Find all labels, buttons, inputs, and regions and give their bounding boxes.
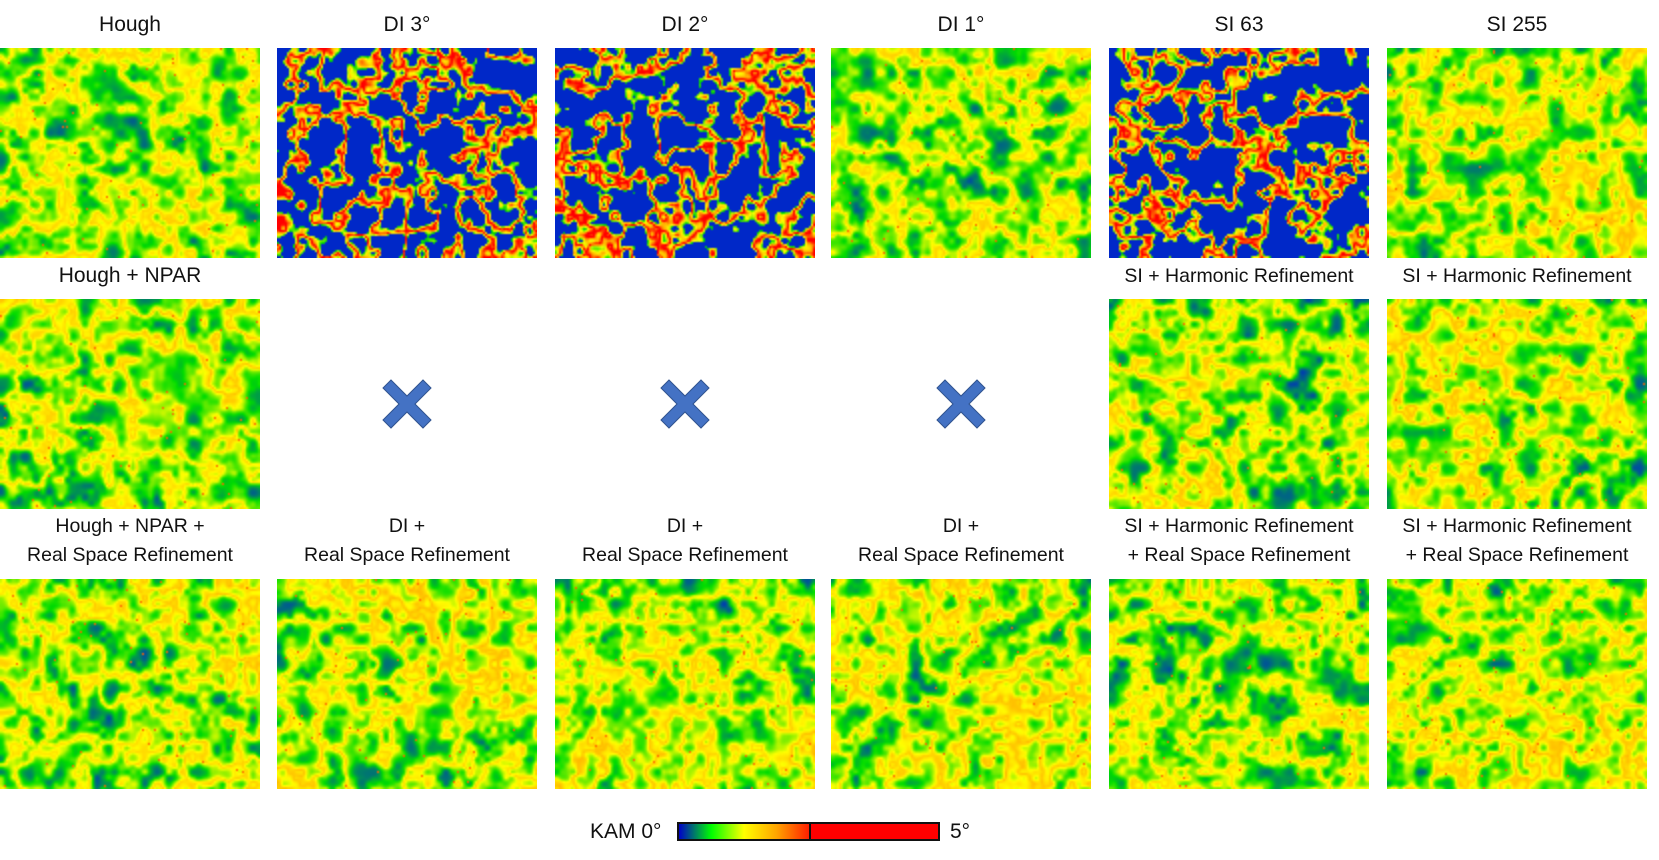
row3-label: DI + [942, 515, 980, 537]
kam-map [1109, 299, 1369, 509]
kam-map [277, 48, 537, 258]
row3-label: Real Space Refinement [582, 544, 788, 566]
column-title: DI 3° [383, 13, 431, 36]
kam-colorbar [677, 822, 940, 841]
row3-label: Real Space Refinement [858, 544, 1064, 566]
column-title: SI 63 [1214, 13, 1264, 36]
kam-map [1109, 579, 1369, 789]
row3-label: Hough + NPAR + [55, 515, 205, 537]
kam-map [555, 48, 815, 258]
colorbar-gradient [679, 824, 811, 839]
row3-label: DI + [388, 515, 426, 537]
column-title: Hough [99, 13, 161, 36]
row3-label: Real Space Refinement [27, 544, 233, 566]
kam-map [1387, 48, 1647, 258]
row2-label: SI + Harmonic Refinement [1124, 265, 1354, 287]
kam-map [0, 299, 260, 509]
colorbar-max-label: 5° [950, 820, 971, 843]
cross-icon [381, 378, 433, 430]
column-title: SI 255 [1486, 13, 1548, 36]
row2-label: Hough + NPAR [58, 264, 202, 287]
kam-map [1387, 579, 1647, 789]
row3-label: + Real Space Refinement [1127, 544, 1351, 566]
kam-map [831, 48, 1091, 258]
row3-label: SI + Harmonic Refinement [1402, 515, 1632, 537]
colorbar-saturated [810, 824, 938, 839]
row3-label: Real Space Refinement [304, 544, 510, 566]
kam-map [1387, 299, 1647, 509]
kam-map [277, 579, 537, 789]
row3-label: SI + Harmonic Refinement [1124, 515, 1354, 537]
kam-map [0, 579, 260, 789]
kam-map [1109, 48, 1369, 258]
kam-map [0, 48, 260, 258]
row3-label: DI + [666, 515, 704, 537]
row3-label: + Real Space Refinement [1405, 544, 1629, 566]
colorbar-min-label: KAM 0° [590, 820, 662, 843]
cross-icon [935, 378, 987, 430]
cross-icon [659, 378, 711, 430]
kam-map [555, 579, 815, 789]
column-title: DI 1° [937, 13, 985, 36]
kam-map [831, 579, 1091, 789]
row2-label: SI + Harmonic Refinement [1402, 265, 1632, 287]
column-title: DI 2° [661, 13, 709, 36]
